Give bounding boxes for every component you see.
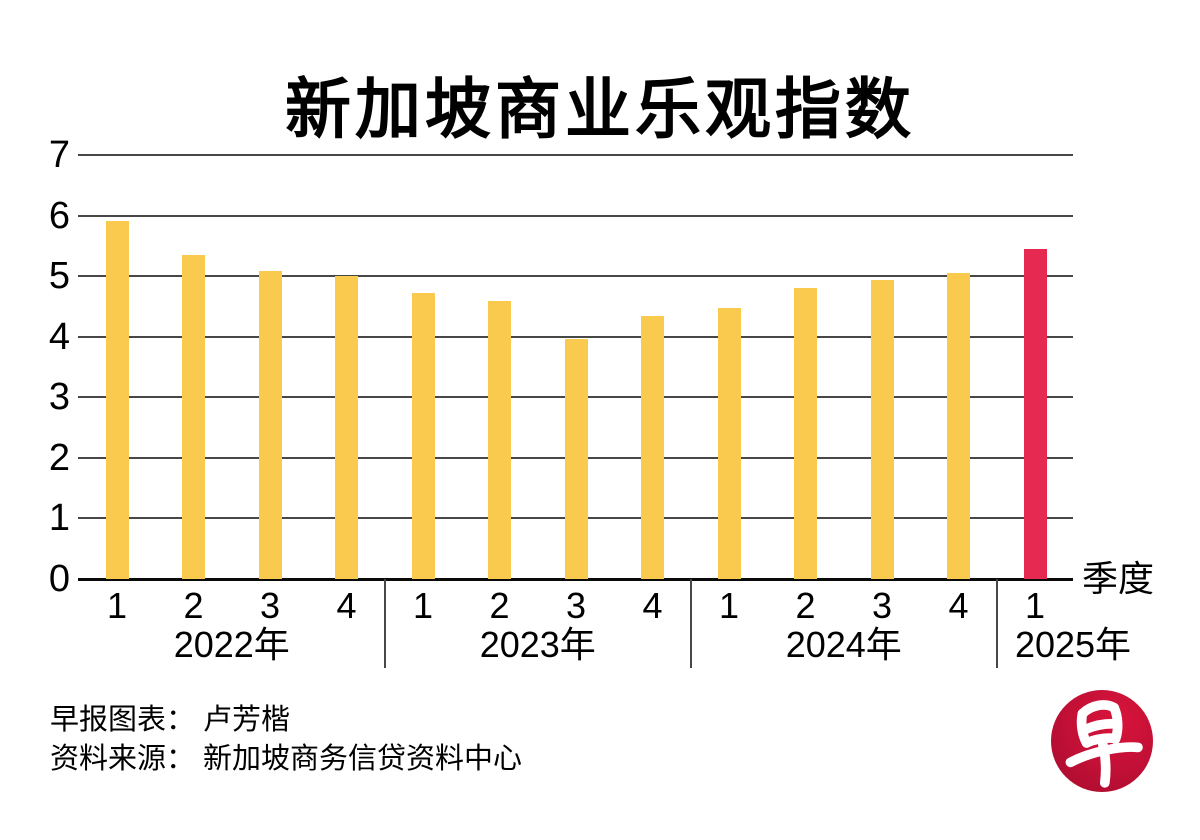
bar-2024-q4	[947, 272, 970, 579]
year-label-2022: 2022年	[173, 624, 290, 665]
x-axis-line	[78, 577, 1073, 581]
x-tick-label-2022-q3: 3	[259, 585, 281, 626]
year-separator-1	[689, 579, 692, 668]
data-source: 资料来源： 新加坡商务信贷资料中心	[50, 743, 523, 775]
bar-2025-q1	[1023, 249, 1047, 579]
x-tick-label-2022-q4: 4	[336, 585, 357, 626]
y-tick-label-5: 5	[48, 255, 70, 298]
y-tick-label-6: 6	[48, 194, 70, 237]
y-tick-label-3: 3	[48, 376, 70, 419]
x-axis-unit-label: 季度	[1082, 558, 1155, 599]
year-label-2024: 2024年	[785, 624, 902, 665]
bar-2023-q2	[488, 300, 511, 579]
y-tick-label-7: 7	[48, 134, 70, 176]
zaobao-logo	[1051, 690, 1153, 792]
year-separator-2	[995, 579, 998, 668]
gridline-6	[78, 214, 1073, 217]
bar-2022-q4	[335, 276, 358, 579]
x-tick-label-2023-q1: 1	[412, 585, 434, 626]
x-tick-label-2023-q3: 3	[565, 585, 587, 626]
x-tick-label-2023-q2: 2	[489, 585, 510, 626]
bar-2024-q2	[794, 287, 817, 579]
x-tick-label-2022-q2: 2	[183, 585, 204, 626]
bar-2023-q4	[641, 315, 664, 579]
x-tick-label-2023-q4: 4	[642, 585, 663, 626]
bar-2022-q1	[105, 221, 129, 579]
gridline-5	[78, 275, 1073, 278]
chart-credit: 早报图表： 卢芳楷	[50, 704, 291, 736]
bar-2024-q3	[870, 280, 894, 579]
gridline-7	[78, 154, 1073, 156]
y-tick-label-2: 2	[48, 436, 70, 479]
year-label-2025: 2025年	[1014, 624, 1132, 665]
year-separator-0	[383, 579, 386, 668]
bar-2023-q3	[564, 338, 588, 579]
bar-2024-q1	[717, 308, 741, 579]
chart-title: 新加坡商业乐观指数	[285, 72, 915, 147]
gridline-4	[78, 335, 1073, 338]
bar-2023-q1	[411, 292, 435, 579]
x-tick-label-2022-q1: 1	[106, 585, 128, 626]
y-tick-label-1: 1	[48, 497, 70, 540]
y-tick-label-4: 4	[48, 315, 70, 358]
year-label-2023: 2023年	[479, 624, 596, 665]
x-tick-label-2024-q2: 2	[795, 585, 816, 626]
zao-character-icon	[1065, 700, 1143, 788]
bar-2022-q2	[182, 254, 205, 579]
x-tick-label-2024-q4: 4	[948, 585, 969, 626]
x-tick-label-2024-q1: 1	[718, 585, 740, 626]
bar-2022-q3	[258, 270, 282, 579]
x-tick-label-2024-q3: 3	[871, 585, 893, 626]
y-tick-label-0: 0	[48, 558, 70, 600]
footer: 早报图表： 卢芳楷 资料来源： 新加坡商务信贷资料中心	[50, 701, 522, 779]
x-tick-label-2025-q1: 1	[1024, 585, 1046, 626]
bar-chart: 0 1 2 3 4 5 6 7 1 2 3 4 2022年 1 2 3 4 2023年 1 2 3 4 2024年 1 2025…	[48, 134, 1155, 668]
